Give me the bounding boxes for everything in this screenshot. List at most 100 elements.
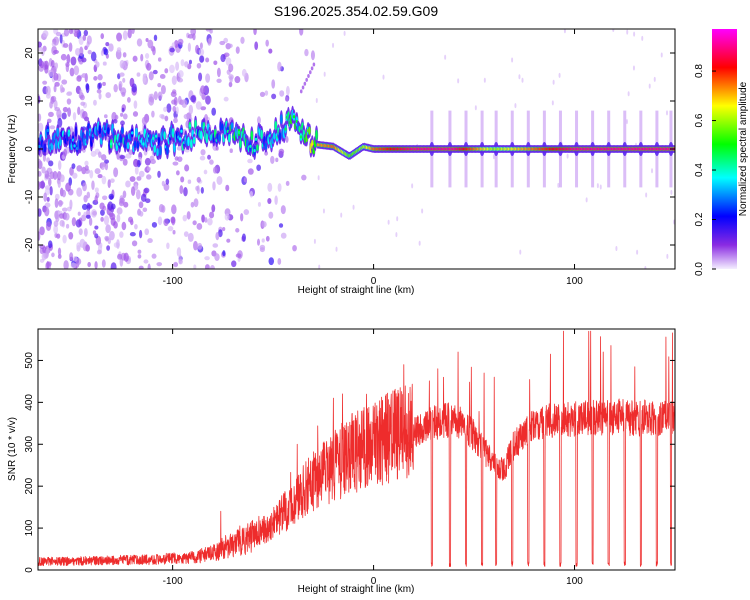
spectrogram-noise-cell bbox=[153, 91, 158, 101]
spectrogram-noise-cell bbox=[208, 37, 212, 44]
spectrogram-noise-cell bbox=[91, 208, 97, 218]
spectrogram-noise-cell bbox=[49, 171, 55, 180]
spectrogram-noise-cell bbox=[277, 183, 282, 192]
spectrogram-noise-cell bbox=[113, 118, 118, 124]
spectrogram-noise-cell bbox=[280, 205, 286, 215]
spectrogram-noise-cell bbox=[116, 32, 123, 42]
spectrogram-noise-cell bbox=[93, 76, 98, 81]
spectrogram-noise-cell bbox=[119, 59, 125, 69]
spectrogram-noise-cell bbox=[177, 38, 184, 45]
spectrogram-noise-cell bbox=[57, 247, 62, 256]
spectrogram-noise-cell bbox=[352, 204, 355, 210]
spectrogram-ridge-cell bbox=[194, 119, 197, 130]
snr-frame bbox=[37, 328, 676, 571]
spectrogram-noise-cell bbox=[170, 91, 177, 98]
spectrogram-ridge-cell bbox=[239, 141, 242, 145]
spectrogram-noise-cell bbox=[220, 54, 226, 63]
spectrogram-noise-cell bbox=[83, 29, 89, 37]
spectrogram-noise-cell bbox=[521, 77, 524, 83]
spectrogram-noise-cell bbox=[666, 253, 669, 259]
spectrogram-ridge-cell bbox=[43, 143, 47, 153]
spectrogram-noise-cell bbox=[59, 174, 65, 183]
spectrogram-noise-cell bbox=[148, 96, 155, 106]
spectrogram-noise-cell bbox=[183, 231, 189, 238]
spectrogram-noise-cell bbox=[225, 184, 230, 192]
spectrogram-noise-cell bbox=[653, 76, 656, 82]
spectrogram-ridge-cell bbox=[142, 142, 145, 146]
spectrogram-noise-cell bbox=[73, 65, 80, 76]
spectrogram-noise-cell bbox=[264, 90, 269, 96]
spectrogram-noise-cell bbox=[152, 69, 158, 75]
spectrogram-noise-cell bbox=[216, 175, 223, 185]
spectrogram-noise-cell bbox=[84, 45, 88, 51]
spectrogram-noise-cell bbox=[121, 221, 127, 231]
spectrogram-noise-cell bbox=[171, 75, 177, 86]
spectrogram-noise-cell bbox=[119, 72, 125, 77]
x-tick: -100 bbox=[163, 29, 183, 287]
spectrogram-noise-cell bbox=[261, 238, 265, 243]
spectrogram-noise-cell bbox=[259, 91, 266, 98]
spectrogram-noise-cell bbox=[633, 31, 636, 37]
spectrogram-noise-cell bbox=[116, 47, 122, 53]
spectrogram-noise-cell bbox=[83, 194, 88, 203]
spectrogram-noise-cell bbox=[157, 91, 163, 100]
spectrogram-noise-cell bbox=[84, 165, 89, 171]
spectrogram-noise-cell bbox=[192, 33, 196, 41]
spectrogram-noise-cell bbox=[98, 151, 102, 158]
spectrogram-noise-cell bbox=[626, 29, 629, 35]
spectrogram-noise-cell bbox=[59, 219, 65, 227]
spectrogram-ridge-cell bbox=[311, 142, 314, 147]
spectrogram-noise-cell bbox=[196, 176, 201, 183]
spectrogram-noise-cell bbox=[61, 207, 68, 212]
spectrogram-noise-cell bbox=[100, 209, 105, 216]
spectrogram-noise-cell bbox=[81, 203, 88, 211]
x-tick: 100 bbox=[566, 329, 583, 587]
spectrogram-noise-cell bbox=[45, 248, 49, 257]
spectrogram-noise-cell bbox=[110, 203, 116, 210]
snr-x-axis-label: Height of straight line (km) bbox=[298, 584, 415, 595]
spectrogram-noise-cell bbox=[102, 61, 107, 66]
spectrogram-noise-cell bbox=[63, 29, 70, 37]
spectrogram-noise-cell bbox=[474, 105, 477, 111]
spectrogram-noise-cell bbox=[200, 85, 206, 94]
spectrogram-noise-cell bbox=[157, 57, 162, 62]
spectrogram-noise-cell bbox=[148, 71, 154, 81]
spectrogram-noise-cell bbox=[178, 70, 184, 78]
spectrogram-ridge-cell bbox=[220, 123, 224, 131]
spectrogram-noise-cell bbox=[96, 249, 102, 255]
spectrogram-noise-cell bbox=[43, 192, 47, 202]
spectrogram-ridge-cell bbox=[115, 145, 118, 149]
spectrogram-noise-cell bbox=[228, 43, 233, 48]
spectrogram-noise-cell bbox=[212, 181, 216, 191]
spectrogram-noise-cell bbox=[62, 106, 69, 113]
spectrogram-noise-cell bbox=[268, 257, 275, 266]
spectrogram-ridge-cell bbox=[88, 130, 92, 134]
spectrogram-noise-cell bbox=[39, 180, 46, 189]
spectrogram-noise-cell bbox=[265, 235, 270, 242]
spectrogram-noise-cell bbox=[132, 55, 138, 62]
y-tick: 500 bbox=[24, 352, 675, 369]
spectrogram-noise-cell bbox=[164, 68, 169, 74]
spectrogram-ridge-cell bbox=[192, 138, 196, 142]
spectrogram-noise-cell bbox=[41, 166, 46, 174]
spectrogram-noise-cell bbox=[92, 230, 97, 235]
spectrogram-noise-cell bbox=[457, 78, 460, 84]
spectrogram-noise-cell bbox=[318, 264, 321, 269]
y-tick: -20 bbox=[24, 237, 675, 252]
spectrogram-noise-cell bbox=[660, 52, 663, 58]
spectrogram-ridge-cell bbox=[156, 148, 159, 157]
spectrogram-noise-cell bbox=[48, 69, 55, 77]
spectrogram-noise-cell bbox=[91, 180, 95, 191]
spectrogram-noise-cell bbox=[207, 154, 211, 160]
spectrogram-noise-cell bbox=[256, 164, 261, 171]
snr-y-axis-label: SNR (10 * v/v) bbox=[7, 417, 18, 481]
spectrogram-noise-cell bbox=[301, 174, 307, 181]
spectrogram-noise-cell bbox=[241, 233, 246, 242]
colorbar: 0.0 0.2 0.4 0.6 0.8 Normalized spectral ampl… bbox=[694, 29, 749, 276]
spectrogram-noise-cell bbox=[219, 40, 226, 46]
spectrogram-noise-cell bbox=[213, 60, 218, 66]
spectrogram-ridge-cell bbox=[98, 124, 102, 135]
spectrogram-noise-cell bbox=[163, 106, 168, 112]
spectrogram-noise-cell bbox=[77, 211, 81, 216]
